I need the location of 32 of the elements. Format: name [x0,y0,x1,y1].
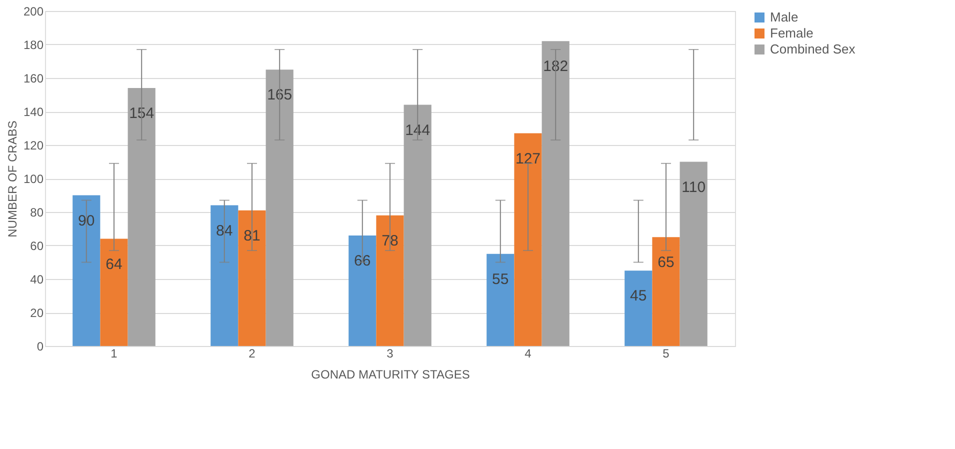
data-label: 154 [129,105,154,122]
data-label: 45 [630,288,647,305]
y-tick-label: 160 [23,72,44,86]
data-label: 65 [658,254,674,272]
y-tick-label: 100 [23,172,44,186]
x-tick-label: 1 [110,346,118,360]
data-label: 182 [543,58,568,76]
legend-label: Combined Sex [770,42,856,56]
y-tick-label: 180 [23,38,44,52]
y-axis-title: NUMBER OF CRABS [5,120,20,238]
y-tick-label: 60 [30,239,44,253]
x-tick-label: 2 [248,346,256,360]
data-label: 110 [682,178,706,196]
y-tick-label: 0 [36,340,44,354]
y-tick-label: 20 [30,306,44,320]
x-tick-label: 4 [524,346,532,360]
data-label: 64 [106,256,122,273]
y-tick-label: 80 [30,206,44,220]
data-label: 144 [405,122,430,139]
data-label: 66 [354,252,371,270]
y-tick-label: 140 [23,105,44,119]
data-label: 55 [492,270,509,288]
data-label: 127 [515,150,541,168]
data-label: 165 [267,86,292,104]
legend-label: Male [770,10,798,24]
x-axis-title: GONAD MATURITY STAGES [311,368,470,382]
x-tick-label: 3 [386,346,394,360]
legend-label: Female [770,26,814,40]
y-tick-label: 200 [23,4,44,18]
y-tick-label: 120 [23,138,44,152]
x-tick-label: 5 [662,346,670,360]
y-tick-label: 40 [30,272,44,286]
